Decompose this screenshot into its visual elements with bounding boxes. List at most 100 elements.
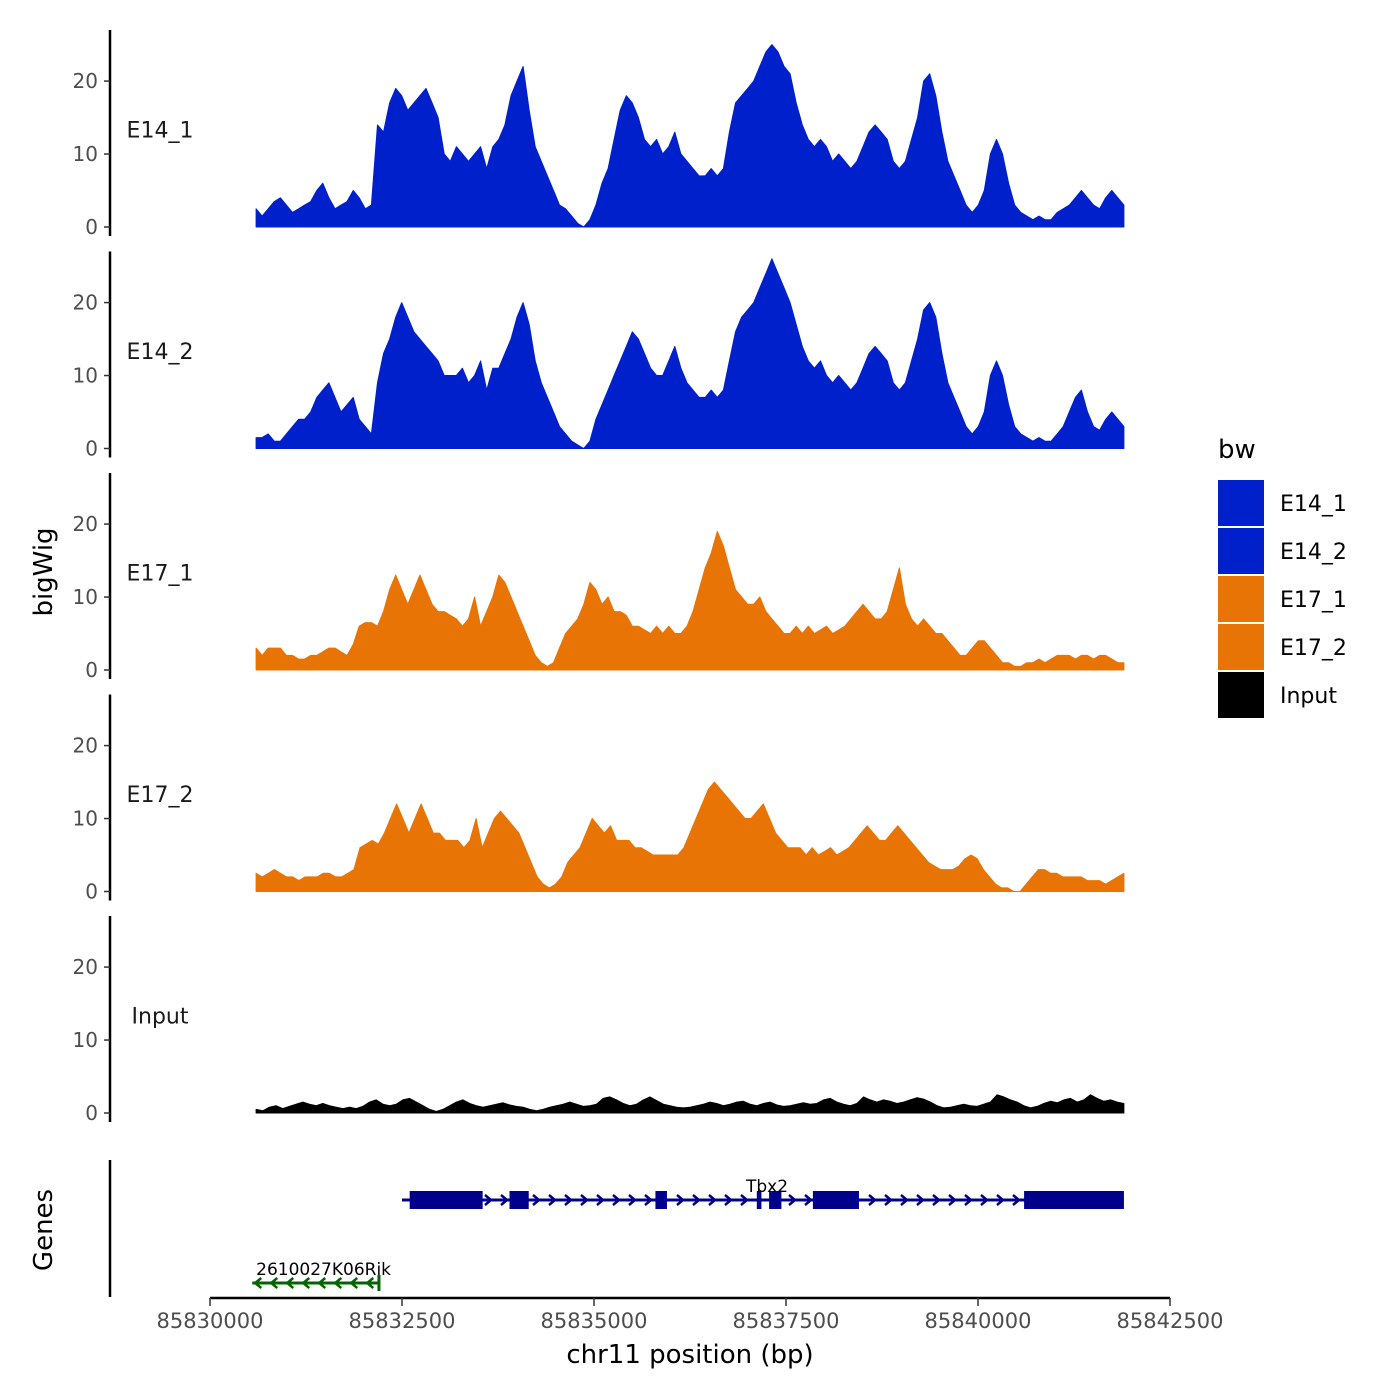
legend-label: E14_2 [1280, 540, 1347, 565]
exon [756, 1191, 762, 1209]
strand-chevron [964, 1194, 973, 1206]
legend-label: E17_1 [1280, 588, 1347, 613]
y-tick-label: 10 [73, 807, 98, 831]
exon [812, 1191, 859, 1209]
strand-chevron [500, 1194, 509, 1206]
area-e17_1 [255, 530, 1125, 671]
strand-chevron [532, 1194, 541, 1206]
strand-chevron [884, 1194, 893, 1206]
y-tick-label: 20 [73, 955, 98, 979]
strand-chevron [564, 1194, 573, 1206]
track-label: E17_1 [127, 561, 194, 586]
y-tick-label: 20 [73, 734, 98, 758]
strand-chevron [253, 1277, 263, 1289]
exon [655, 1191, 667, 1209]
strand-chevron [932, 1194, 941, 1206]
track-panel-e14_1: 0 10 20 E14_1 [73, 30, 1125, 239]
strand-chevron [612, 1194, 621, 1206]
y-tick-label: 10 [73, 1028, 98, 1052]
track-panel-e14_2: 0 10 20 E14_2 [73, 251, 1125, 461]
legend-swatch-e17_2 [1218, 624, 1264, 670]
gene-2610027k06rik: 2610027K06Rik [252, 1260, 391, 1291]
track-label: E17_2 [127, 783, 194, 808]
y-tick-label: 10 [73, 142, 98, 166]
strand-chevron [788, 1194, 797, 1206]
y-tick-label: 0 [85, 215, 98, 239]
x-tick-label: 85830000 [157, 1309, 264, 1333]
strand-chevron [317, 1277, 327, 1289]
strand-chevron [349, 1277, 359, 1289]
strand-chevron [916, 1194, 925, 1206]
track-label: Input [132, 1004, 189, 1029]
strand-chevron [740, 1194, 749, 1206]
strand-chevron [580, 1194, 589, 1206]
legend-swatch-e14_1 [1218, 480, 1264, 526]
y-tick-label: 0 [85, 1101, 98, 1125]
strand-chevron [301, 1277, 311, 1289]
strand-chevron [548, 1194, 557, 1206]
strand-chevron [333, 1277, 343, 1289]
exon [509, 1191, 529, 1209]
legend: bw E14_1 E14_2 E17_1 E17_2 Input [1218, 435, 1347, 718]
genes-panel: Tbx2 2610027K06Rik [108, 1160, 1124, 1297]
y-tick-label: 20 [73, 512, 98, 536]
gene-label: 2610027K06Rik [256, 1260, 391, 1280]
x-tick-label: 85832500 [349, 1309, 456, 1333]
x-axis: 85830000 85832500 85835000 85837500 85840000… [157, 1296, 1224, 1333]
strand-chevron [708, 1194, 717, 1206]
strand-chevron [948, 1194, 957, 1206]
strand-chevron [676, 1194, 685, 1206]
x-tick-label: 85842500 [1117, 1309, 1224, 1333]
strand-chevron [900, 1194, 909, 1206]
strand-chevron [596, 1194, 605, 1206]
strand-chevron [628, 1194, 637, 1206]
legend-swatch-e17_1 [1218, 576, 1264, 622]
gene-tbx2: Tbx2 [402, 1177, 1124, 1209]
y-tick-label: 10 [73, 585, 98, 609]
track-panel-e17_1: 0 10 20 E17_1 [73, 473, 1125, 682]
legend-swatch-e14_2 [1218, 528, 1264, 574]
x-tick-label: 85837500 [733, 1309, 840, 1333]
track-label: E14_1 [127, 118, 194, 143]
legend-label: E17_2 [1280, 636, 1347, 661]
exon [769, 1191, 782, 1209]
y-axis-title: bigWig [29, 527, 59, 616]
strand-chevron [269, 1277, 279, 1289]
exon [409, 1191, 483, 1209]
strand-chevron [980, 1194, 989, 1206]
strand-chevron [644, 1194, 653, 1206]
track-label: E14_2 [127, 340, 194, 365]
strand-chevron [692, 1194, 701, 1206]
y-tick-label: 20 [73, 291, 98, 315]
area-e17_2 [255, 781, 1125, 892]
strand-chevron [996, 1194, 1005, 1206]
genes-axis-title: Genes [29, 1189, 59, 1271]
exon [1024, 1191, 1124, 1209]
x-tick-label: 85840000 [925, 1309, 1032, 1333]
legend-swatch-input [1218, 672, 1264, 718]
gene-label: Tbx2 [745, 1177, 788, 1197]
y-tick-label: 0 [85, 658, 98, 682]
strand-chevron [1012, 1194, 1021, 1206]
y-tick-label: 20 [73, 69, 98, 93]
y-tick-label: 0 [85, 437, 98, 461]
y-tick-label: 0 [85, 880, 98, 904]
track-panel-e17_2: 0 10 20 E17_2 [73, 694, 1125, 904]
area-e14_2 [255, 258, 1125, 449]
strand-chevron [724, 1194, 733, 1206]
strand-chevron [804, 1194, 813, 1206]
strand-chevron [484, 1194, 493, 1206]
track-panels: 0 10 20 E14_1 0 10 20 E14_2 0 10 20 E17_1 0 10 20 E17_2… [73, 30, 1125, 1125]
x-tick-label: 85835000 [541, 1309, 648, 1333]
legend-label: Input [1280, 684, 1337, 709]
y-tick-label: 10 [73, 364, 98, 388]
legend-label: E14_1 [1280, 492, 1347, 517]
area-input [255, 1094, 1125, 1114]
strand-chevron [285, 1277, 295, 1289]
x-axis-title: chr11 position (bp) [566, 1340, 813, 1370]
legend-title: bw [1218, 435, 1256, 465]
strand-chevron [868, 1194, 877, 1206]
strand-chevron [365, 1277, 375, 1289]
area-e14_1 [255, 44, 1125, 228]
